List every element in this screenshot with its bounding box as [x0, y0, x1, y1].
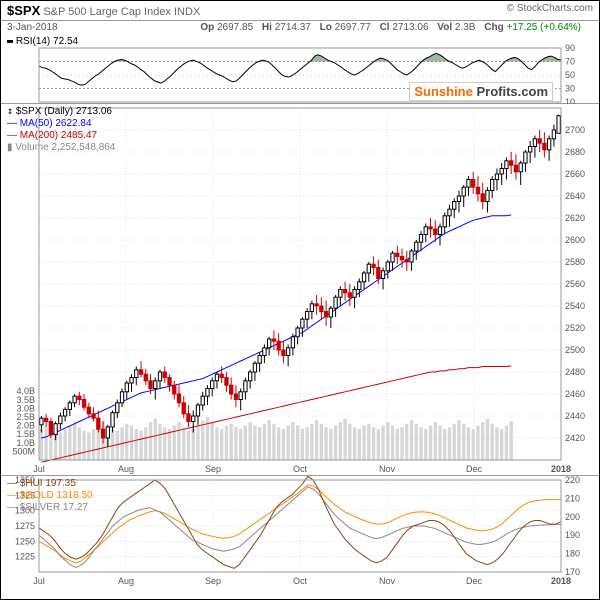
svg-text:190: 190	[565, 530, 580, 540]
lower-panel: — $HUI 197.35— $GOLD 1318.50— $SILVER 17…	[1, 476, 599, 588]
svg-text:Jul: Jul	[33, 576, 45, 586]
svg-text:10: 10	[565, 97, 575, 104]
stock-chart: $SPX S&P 500 Large Cap Index INDX © Stoc…	[0, 0, 600, 600]
svg-text:Oct: Oct	[293, 576, 308, 586]
svg-text:2018: 2018	[551, 576, 571, 586]
price-chart: 2420 2440 2460 2480 2500 2520 2540 2560 2580 2600…	[1, 104, 599, 476]
watermark: Sunshine Profits.com	[409, 82, 553, 101]
svg-text:90: 90	[565, 43, 575, 53]
price-legend: ↕ $SPX (Daily) 2713.06 — MA(50) 2622.84 …	[7, 106, 115, 154]
ticker-symbol: $SPX	[7, 3, 40, 18]
chart-header: $SPX S&P 500 Large Cap Index INDX © Stoc…	[1, 1, 599, 21]
svg-text:1.5B: 1.5B	[16, 429, 35, 439]
svg-text:220: 220	[565, 476, 580, 485]
source-label: © StockCharts.com	[507, 3, 593, 14]
rsi-panel: ▬ RSI(14) 72.54 Sunshine Profits.com 10 3…	[1, 34, 599, 104]
index-name: S&P 500 Large Cap Index	[43, 6, 171, 18]
svg-text:2540: 2540	[565, 301, 585, 311]
exchange: INDX	[174, 6, 200, 18]
svg-text:1.0B: 1.0B	[16, 438, 35, 448]
svg-text:2.5B: 2.5B	[16, 412, 35, 422]
svg-text:Sep: Sep	[205, 576, 221, 586]
date-label: 3-Jan-2018	[7, 22, 58, 33]
svg-text:Aug: Aug	[118, 576, 134, 586]
svg-text:500M: 500M	[12, 446, 35, 456]
svg-text:2480: 2480	[565, 367, 585, 377]
svg-text:2560: 2560	[565, 279, 585, 289]
svg-text:50: 50	[565, 70, 575, 80]
svg-text:Nov: Nov	[379, 464, 396, 474]
legend-gold: — $GOLD 1318.50	[7, 490, 93, 502]
svg-text:180: 180	[565, 549, 580, 559]
legend-silver: — $SILVER 17.27	[7, 502, 93, 514]
svg-text:1275: 1275	[15, 521, 35, 531]
svg-text:1250: 1250	[15, 536, 35, 546]
svg-text:3.5B: 3.5B	[16, 395, 35, 405]
svg-text:2520: 2520	[565, 323, 585, 333]
svg-text:2680: 2680	[565, 147, 585, 157]
svg-text:2.0B: 2.0B	[16, 421, 35, 431]
lower-legend: — $HUI 197.35— $GOLD 1318.50— $SILVER 17…	[7, 478, 93, 514]
price-panel: ↕ $SPX (Daily) 2713.06 — MA(50) 2622.84 …	[1, 104, 599, 476]
rsi-legend: ▬ RSI(14) 72.54	[7, 36, 78, 47]
svg-text:2700: 2700	[565, 125, 585, 135]
svg-text:Jul: Jul	[33, 464, 45, 474]
svg-text:70: 70	[565, 57, 575, 67]
svg-text:2580: 2580	[565, 257, 585, 267]
svg-text:Nov: Nov	[379, 576, 396, 586]
svg-text:2620: 2620	[565, 213, 585, 223]
svg-text:210: 210	[565, 493, 580, 503]
svg-text:Oct: Oct	[293, 464, 308, 474]
svg-text:Dec: Dec	[466, 464, 483, 474]
svg-text:Aug: Aug	[118, 464, 134, 474]
svg-text:2018: 2018	[551, 464, 571, 474]
svg-text:2500: 2500	[565, 345, 585, 355]
svg-text:2420: 2420	[565, 433, 585, 443]
svg-text:3.0B: 3.0B	[16, 403, 35, 413]
svg-text:1225: 1225	[15, 552, 35, 562]
svg-text:2640: 2640	[565, 191, 585, 201]
ohlc-header: 3-Jan-2018 Op 2697.85 Hi 2714.37 Lo 2697…	[1, 21, 599, 34]
svg-text:Sep: Sep	[205, 464, 221, 474]
legend-hui: — $HUI 197.35	[7, 478, 93, 490]
svg-text:200: 200	[565, 512, 580, 522]
change-value: +17.25 (+0.64%)	[507, 22, 582, 33]
svg-text:4.0B: 4.0B	[16, 386, 35, 396]
svg-text:Dec: Dec	[466, 576, 483, 586]
svg-text:30: 30	[565, 84, 575, 94]
svg-text:2600: 2600	[565, 235, 585, 245]
svg-text:2660: 2660	[565, 169, 585, 179]
svg-text:2460: 2460	[565, 389, 585, 399]
svg-text:2440: 2440	[565, 411, 585, 421]
